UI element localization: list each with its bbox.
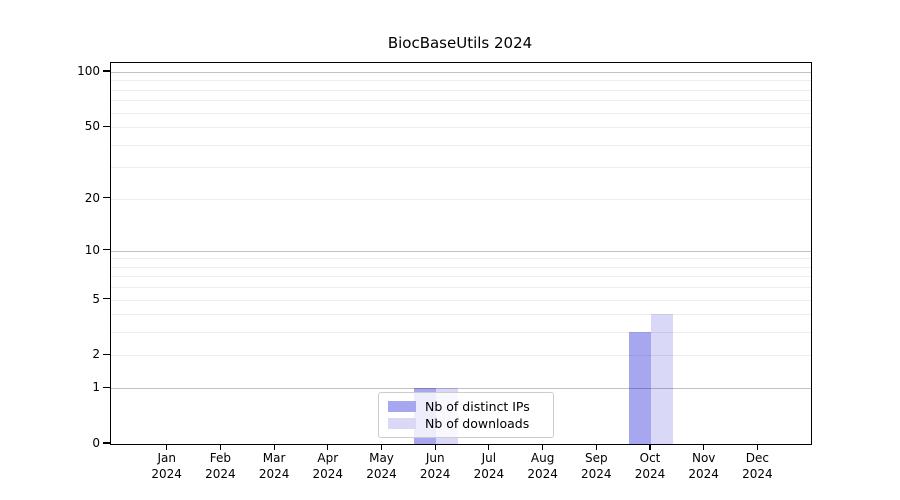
gridline-minor <box>111 100 811 102</box>
chart-title: BiocBaseUtils 2024 <box>387 34 533 52</box>
x-tick-month: Jun <box>425 451 445 465</box>
y-axis-tick-label: 20 <box>84 190 100 205</box>
y-axis-tick-label: 5 <box>92 291 100 306</box>
gridline-minor <box>111 314 811 316</box>
x-tick-mark <box>703 444 705 451</box>
gridline-minor <box>111 127 811 129</box>
y-tick-mark <box>103 353 110 356</box>
gridline-major <box>111 72 811 74</box>
x-tick-month: Oct <box>639 451 661 465</box>
y-axis-tick-label: 1 <box>92 380 100 395</box>
x-axis-tick-label: Jul 2024 <box>449 451 529 482</box>
plot-area: Nb of distinct IPs Nb of downloads <box>110 62 812 445</box>
legend-item-downloads: Nb of downloads <box>388 416 545 431</box>
x-tick-month: Feb <box>209 451 232 465</box>
gridline-minor <box>111 144 811 146</box>
y-tick-mark <box>103 386 110 388</box>
x-tick-month: Dec <box>745 451 769 465</box>
x-tick-year: 2024 <box>258 466 290 481</box>
x-tick-mark <box>488 444 490 451</box>
x-tick-year: 2024 <box>151 466 182 481</box>
gridline-minor <box>111 198 811 200</box>
gridlines-layer <box>111 63 811 444</box>
x-tick-year: 2024 <box>312 466 344 481</box>
legend-swatch-distinct-ips <box>388 401 416 412</box>
x-axis-tick-label: Feb 2024 <box>180 451 260 482</box>
x-axis-tick-label: Oct 2024 <box>610 451 690 482</box>
y-axis-tick-label: 50 <box>84 119 100 134</box>
legend-label-distinct-ips: Nb of distinct IPs <box>425 399 530 414</box>
legend: Nb of distinct IPs Nb of downloads <box>378 392 554 438</box>
bar-downloads <box>651 314 673 444</box>
x-axis-tick-label: Jun 2024 <box>395 451 475 482</box>
x-tick-mark <box>756 444 758 451</box>
y-axis-tick-label: 0 <box>92 436 100 450</box>
x-tick-month: Nov <box>691 451 716 465</box>
gridline-minor <box>111 258 811 260</box>
gridline-major <box>111 388 811 390</box>
gridline-major <box>111 250 811 252</box>
x-tick-year: 2024 <box>581 466 612 481</box>
x-axis-tick-label: Jan 2024 <box>127 451 207 482</box>
y-tick-mark <box>103 249 110 251</box>
gridline-minor <box>111 89 811 91</box>
x-tick-mark <box>649 444 651 451</box>
x-axis-tick-label: May 2024 <box>342 451 422 482</box>
x-axis-tick-label: Nov 2024 <box>664 451 744 482</box>
gridline-minor <box>111 167 811 169</box>
y-axis-tick-label: 100 <box>77 64 100 79</box>
x-tick-month: Jan <box>157 451 176 465</box>
x-axis-tick-label: Apr 2024 <box>288 451 368 482</box>
x-tick-month: Aug <box>530 451 555 465</box>
gridline-minor <box>111 80 811 82</box>
y-tick-mark <box>103 297 110 300</box>
gridline-minor <box>111 266 811 268</box>
x-axis-tick-label: Mar 2024 <box>234 451 314 482</box>
gridline-minor <box>111 355 811 357</box>
gridline-minor <box>111 276 811 278</box>
bar-distinct-ips <box>629 332 651 444</box>
x-tick-mark <box>434 444 436 451</box>
x-axis-tick-label: Aug 2024 <box>503 451 583 482</box>
y-axis-tick-label: 2 <box>92 347 100 362</box>
gridline-minor <box>111 287 811 289</box>
y-tick-mark <box>103 125 110 127</box>
x-tick-mark <box>166 444 168 451</box>
gridline-minor <box>111 299 811 301</box>
x-tick-year: 2024 <box>688 466 719 481</box>
x-tick-mark <box>327 444 329 451</box>
y-tick-mark <box>103 197 110 199</box>
gridline-minor <box>111 112 811 114</box>
x-axis-tick-label: Dec 2024 <box>717 451 797 482</box>
x-tick-month: Sep <box>584 451 608 465</box>
x-tick-mark <box>273 444 275 451</box>
y-tick-mark <box>103 442 110 444</box>
y-axis-tick-label: 10 <box>84 242 100 257</box>
y-tick-mark <box>103 70 110 72</box>
x-tick-year: 2024 <box>527 466 558 481</box>
x-tick-mark <box>595 444 597 451</box>
legend-item-distinct-ips: Nb of distinct IPs <box>388 399 545 414</box>
x-tick-mark <box>542 444 544 451</box>
x-tick-mark <box>380 444 383 451</box>
x-tick-year: 2024 <box>742 466 773 481</box>
x-tick-month: Apr <box>317 451 339 465</box>
x-tick-year: 2024 <box>473 466 505 481</box>
x-tick-year: 2024 <box>205 466 236 481</box>
x-tick-month: May <box>369 451 394 465</box>
gridline-minor <box>111 332 811 334</box>
x-tick-year: 2024 <box>419 466 451 481</box>
x-axis-tick-label: Sep 2024 <box>556 451 636 482</box>
x-tick-mark <box>219 444 221 451</box>
x-tick-month: Jul <box>481 451 497 465</box>
x-tick-month: Mar <box>262 451 286 465</box>
legend-label-downloads: Nb of downloads <box>425 416 530 431</box>
x-tick-year: 2024 <box>634 466 666 481</box>
x-tick-year: 2024 <box>366 466 397 481</box>
legend-swatch-downloads <box>388 418 416 429</box>
